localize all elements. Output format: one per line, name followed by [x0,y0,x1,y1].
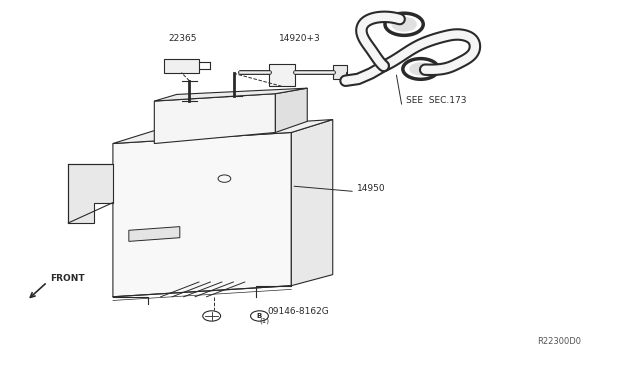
Text: B: B [257,313,262,319]
Text: (1): (1) [259,318,269,324]
Text: FRONT: FRONT [50,274,84,283]
Circle shape [392,17,417,32]
Polygon shape [291,119,333,286]
Polygon shape [164,59,199,73]
Polygon shape [129,227,180,241]
Text: SEE  SEC.173: SEE SEC.173 [406,96,467,105]
Text: 14950: 14950 [357,184,385,193]
Polygon shape [113,119,333,144]
Text: R22300D0: R22300D0 [537,337,581,346]
Polygon shape [275,88,307,132]
Polygon shape [269,64,294,86]
Polygon shape [154,88,307,101]
Text: 22365: 22365 [169,34,197,43]
FancyBboxPatch shape [333,65,347,78]
Text: 09146-8162G: 09146-8162G [268,308,330,317]
Polygon shape [68,164,113,223]
Polygon shape [154,94,275,144]
Text: 14920+3: 14920+3 [279,34,321,43]
Polygon shape [113,132,291,297]
Circle shape [409,62,432,76]
